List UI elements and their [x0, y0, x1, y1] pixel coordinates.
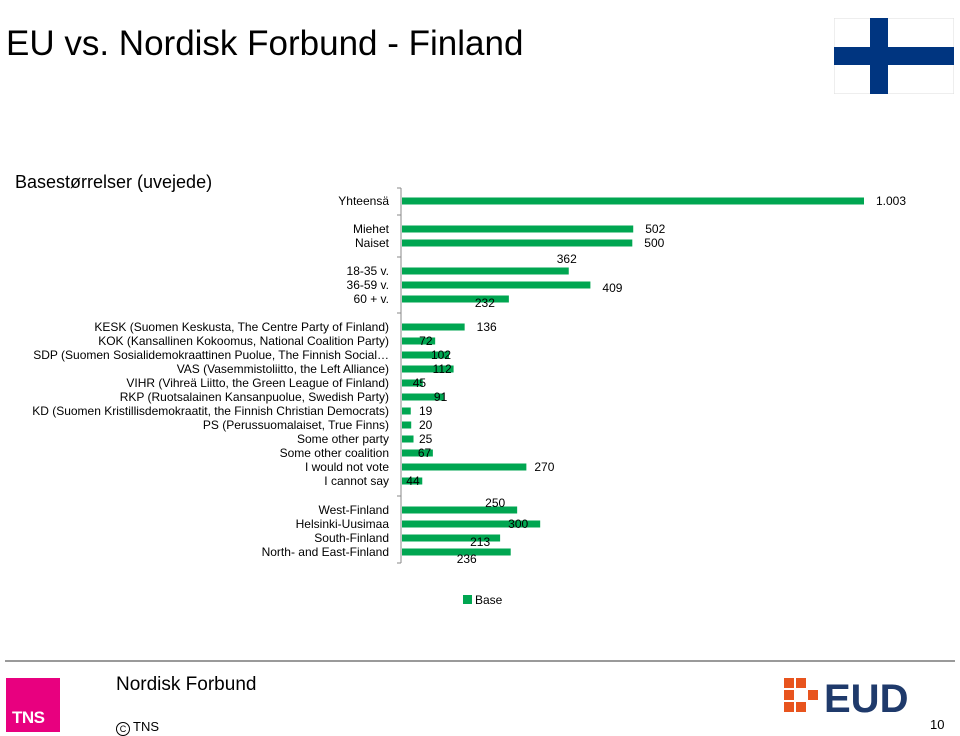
page-title: EU vs. Nordisk Forbund - Finland [6, 24, 524, 63]
data-label: 20 [419, 418, 433, 432]
bar [402, 520, 541, 528]
category-label: Helsinki-Uusimaa [296, 517, 390, 531]
bar [402, 379, 423, 387]
data-label: 236 [457, 552, 477, 566]
data-label: 45 [413, 376, 427, 390]
data-label: 67 [418, 446, 432, 460]
data-label: 44 [406, 474, 420, 488]
bar [402, 239, 633, 247]
bar [402, 197, 864, 205]
eud-logo-icon: EUD [784, 677, 908, 716]
category-label: KD (Suomen Kristillisdemokraatit, the Fi… [32, 404, 389, 418]
data-label: 502 [645, 222, 665, 236]
bar [402, 323, 465, 331]
category-label: SDP (Suomen Sosialidemokraattinen Puolue… [33, 348, 389, 362]
bar [402, 337, 436, 345]
bar [402, 281, 591, 289]
data-label: 232 [475, 296, 495, 310]
category-label: 36-59 v. [347, 278, 389, 292]
page-number: 10 [930, 717, 945, 732]
category-label: Some other party [297, 432, 389, 446]
data-label: 409 [602, 281, 622, 295]
category-label: 18-35 v. [347, 264, 389, 278]
category-label: 60 + v. [354, 292, 389, 306]
bar [402, 477, 423, 485]
category-label: PS (Perussuomalaiset, True Finns) [203, 418, 389, 432]
data-label: 250 [485, 496, 505, 510]
bar [402, 295, 509, 303]
bar [402, 534, 501, 542]
category-label: VIHR (Vihreä Liitto, the Green League of… [126, 376, 389, 390]
bar [402, 506, 518, 514]
eud-logo-text: EUD [824, 677, 908, 716]
data-label: 270 [534, 460, 554, 474]
data-label: 136 [477, 320, 497, 334]
bar [402, 435, 414, 443]
data-label: 19 [419, 404, 433, 418]
chart-subtitle: Basestørrelser (uvejede) [15, 172, 213, 192]
data-label: 102 [431, 348, 451, 362]
category-label: KOK (Kansallinen Kokoomus, National Coal… [98, 334, 389, 348]
data-label: 112 [433, 362, 452, 376]
data-label: 362 [557, 252, 577, 266]
legend-swatch [463, 595, 472, 604]
bar [402, 463, 527, 471]
bar [402, 351, 449, 359]
category-label: West-Finland [319, 503, 389, 517]
category-label: Yhteensä [338, 194, 389, 208]
bar [402, 267, 569, 275]
bar [402, 407, 411, 415]
category-label: North- and East-Finland [262, 545, 389, 559]
copyright-icon: C [116, 722, 130, 736]
data-label: 91 [434, 390, 448, 404]
category-label: KESK (Suomen Keskusta, The Centre Party … [94, 320, 389, 334]
category-label: RKP (Ruotsalainen Kansanpuolue, Swedish … [120, 390, 389, 404]
category-label: I would not vote [305, 460, 389, 474]
footer-divider [5, 660, 955, 662]
category-label: Miehet [353, 222, 390, 236]
finland-flag-icon [834, 18, 954, 94]
bar [402, 449, 433, 457]
data-label: 213 [470, 535, 490, 549]
copyright: C TNS [116, 719, 159, 736]
bar [402, 225, 634, 233]
category-label: Naiset [355, 236, 390, 250]
footer-title: Nordisk Forbund [116, 674, 257, 695]
copyright-text: TNS [133, 719, 159, 734]
data-label: 500 [644, 236, 664, 250]
bar [402, 421, 412, 429]
data-label: 300 [508, 517, 528, 531]
category-label: South-Finland [314, 531, 389, 545]
bar [402, 548, 511, 556]
category-label: VAS (Vasemmistoliitto, the Left Alliance… [177, 362, 389, 376]
data-label: 25 [419, 432, 433, 446]
bar [402, 393, 444, 401]
tns-logo-icon: TNS [6, 678, 60, 732]
bar [402, 365, 454, 373]
tns-logo-text: TNS [12, 708, 45, 727]
legend-label: Base [475, 593, 503, 607]
data-label: 72 [419, 334, 433, 348]
category-label: I cannot say [324, 474, 389, 488]
data-label: 1.003 [876, 194, 906, 208]
category-label: Some other coalition [280, 446, 389, 460]
